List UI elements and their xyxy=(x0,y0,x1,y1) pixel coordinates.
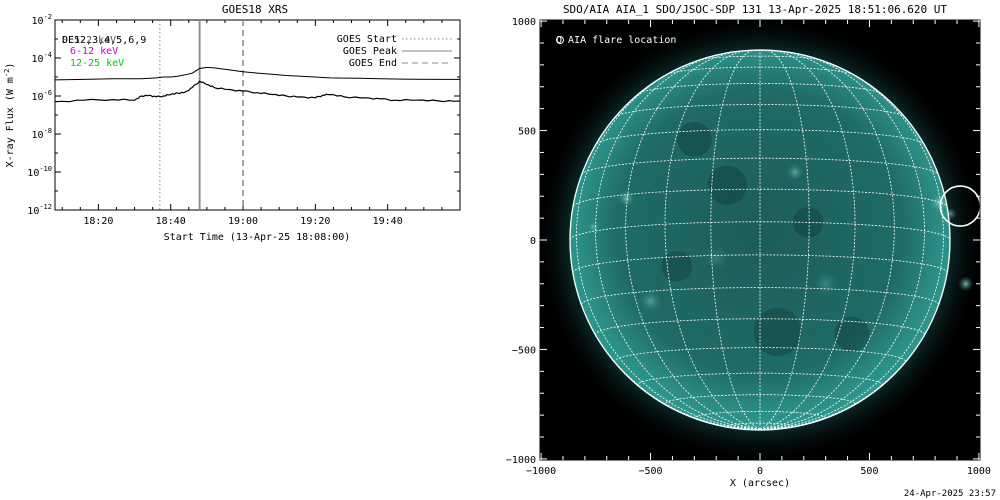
goes-x-axis-label: Start Time (13-Apr-25 18:08:00) xyxy=(164,232,351,243)
goes-series xyxy=(54,66,461,103)
aia-y-tick-label: −1000 xyxy=(506,455,536,466)
flare-legend-marker xyxy=(556,36,564,44)
aia-y-tick-label: 0 xyxy=(530,236,536,247)
aia-latitude-line xyxy=(572,188,948,207)
aia-longitude-line xyxy=(759,50,895,430)
aia-longitude-line xyxy=(759,61,944,430)
aia-dark-region xyxy=(834,316,870,352)
aia-x-tick-label: −1000 xyxy=(526,466,556,477)
goes-event-lines xyxy=(159,20,244,210)
aia-latitude-line xyxy=(637,372,883,387)
aia-latitude-line xyxy=(694,411,826,420)
goes-x-ticks: 18:20 18:40 19:00 19:20 19:40 xyxy=(61,20,443,227)
aia-x-tick-label: 0 xyxy=(757,466,763,477)
aia-flare-legend-text: O AIA flare location xyxy=(556,35,676,46)
aia-latitude-line xyxy=(581,287,939,305)
aia-latitude-line xyxy=(726,422,794,429)
channel-legend-2: DE12,3,4,5,6,9 xyxy=(62,35,146,46)
aia-y-ticks: 1000 500 0 −500 −1000 xyxy=(506,17,980,466)
goes-channel-legend: 0.5-2 keV DE12,3,4,5,6,9 6-12 keV 12-25 … xyxy=(62,35,146,69)
aia-longitude-line xyxy=(759,49,810,430)
aia-x-tick-label: 1000 xyxy=(967,466,991,477)
aia-latitude-line xyxy=(639,83,881,94)
aia-dark-region xyxy=(792,207,824,238)
aia-latitude-line xyxy=(614,104,906,118)
aia-bright-region xyxy=(929,192,950,213)
aia-latitude-line xyxy=(664,394,856,406)
legend-goes-end: GOES End xyxy=(349,58,397,69)
goes-y-axis-label: X-ray Flux (W m-2) xyxy=(3,63,16,168)
aia-longitude-line xyxy=(664,50,761,430)
aia-bright-region xyxy=(638,289,663,314)
channel-legend-1: 0.5-2 keV xyxy=(62,35,116,46)
channel-legend-4: 12-25 keV xyxy=(70,58,124,69)
goes-y-tick-label: 10-8 xyxy=(32,127,52,141)
aia-bright-region xyxy=(786,163,804,181)
aia-longitude-line xyxy=(569,239,761,430)
aia-x-tick-label: 500 xyxy=(860,466,878,477)
aia-y-tick-label: −500 xyxy=(512,345,536,356)
aia-longitude-line xyxy=(625,50,761,430)
aia-bright-regions xyxy=(587,121,974,357)
goes-x-tick-label: 18:20 xyxy=(83,216,113,227)
aia-latitude-line xyxy=(666,66,854,75)
aia-dark-region xyxy=(753,307,802,357)
aia-bright-region xyxy=(587,220,601,234)
aia-flare-legend: O AIA flare location xyxy=(556,35,676,46)
aia-bright-region xyxy=(958,276,974,292)
goes-x-tick-label: 18:40 xyxy=(156,216,186,227)
aia-dark-region xyxy=(661,250,693,282)
goes-chart-title: GOES18 XRS xyxy=(222,3,288,16)
aia-longitude-line xyxy=(710,49,761,430)
legend-goes-peak: GOES Peak xyxy=(343,46,397,57)
goes-y-tick-label: 10-6 xyxy=(32,89,52,103)
goes-y-tick-label: 10-4 xyxy=(32,51,52,65)
aia-bright-region xyxy=(812,270,839,297)
aia-longitude-line xyxy=(759,52,925,430)
aia-x-tick-label: −500 xyxy=(639,466,663,477)
goes-series-line xyxy=(54,80,461,103)
legend-goes-start: GOES Start xyxy=(337,34,397,45)
aia-dark-region xyxy=(707,165,747,205)
aia-bright-region xyxy=(943,207,958,221)
goes-x-tick-label: 19:00 xyxy=(228,216,258,227)
aia-latitude-line xyxy=(572,254,948,273)
aia-longitude-line xyxy=(759,50,856,430)
goes-y-tick-label: 10-12 xyxy=(27,203,52,217)
goes-x-tick-label: 19:20 xyxy=(300,216,330,227)
aia-longitude-line xyxy=(576,61,761,430)
goes-y-tick-label: 10-2 xyxy=(32,13,52,27)
aia-x-axis-label: X (arcsec) xyxy=(730,478,790,489)
aia-y-tick-label: 500 xyxy=(518,127,536,138)
goes-line-legend: GOES Start GOES Peak GOES End xyxy=(337,34,452,69)
goes-y-tick-label: 10-10 xyxy=(27,165,52,179)
channel-legend-3: 6-12 keV xyxy=(70,46,118,57)
aia-latitude-line xyxy=(698,55,822,61)
plot-timestamp: 24-Apr-2025 23:57 xyxy=(904,489,996,499)
goes-x-tick-label: 19:40 xyxy=(373,216,403,227)
aia-image-title: SDO/AIA AIA_1 SDO/JSOC-SDP 131 13-Apr-20… xyxy=(563,3,947,16)
aia-longitude-line xyxy=(595,52,761,430)
goes-y-ticks: 10-2 10-4 10-6 10-8 10-10 10-12 xyxy=(27,13,460,217)
aia-dark-region xyxy=(676,121,712,157)
aia-longitude-line xyxy=(759,239,951,430)
aia-limb-outline xyxy=(569,49,951,431)
aia-y-tick-label: 1000 xyxy=(512,17,536,28)
aia-bright-region xyxy=(703,244,730,271)
aia-bright-region xyxy=(617,189,636,208)
aia-latitude-line xyxy=(595,318,925,336)
goes-series-line xyxy=(54,66,460,81)
